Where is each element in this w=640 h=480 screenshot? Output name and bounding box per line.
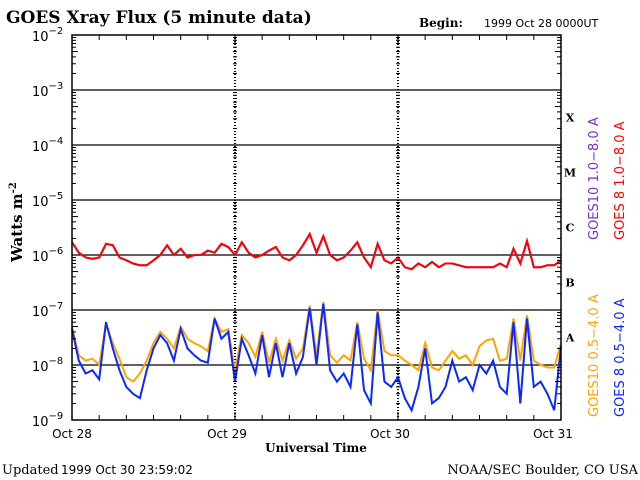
flare-class-labels: X M C B A xyxy=(564,112,576,345)
flare-class-label: A xyxy=(565,332,575,345)
updated-value: 1999 Oct 30 23:59:02 xyxy=(61,463,193,477)
series-layer xyxy=(71,231,562,413)
y-axis-label: Watts m-2 xyxy=(8,182,26,263)
y-tick-label: 10−4 xyxy=(32,136,63,155)
x-tick-label: Oct 28 xyxy=(52,427,92,441)
series-line-1 xyxy=(71,231,562,271)
begin-value: 1999 Oct 28 0000UT xyxy=(484,17,599,30)
x-axis-label: Universal Time xyxy=(265,441,367,455)
x-tick-label: Oct 31 xyxy=(533,427,573,441)
y-tick-label: 10−9 xyxy=(32,411,63,430)
chart-title: GOES Xray Flux (5 minute data) xyxy=(6,8,312,28)
credit: NOAA/SEC Boulder, CO USA xyxy=(447,463,638,478)
begin-label: Begin: xyxy=(419,16,463,30)
flare-class-label: X xyxy=(566,112,575,125)
flare-class-label: M xyxy=(564,167,576,180)
y-tick-label: 10−6 xyxy=(32,246,63,265)
y-tick-label: 10−7 xyxy=(32,301,63,320)
x-tick-label: Oct 30 xyxy=(370,427,410,441)
flare-class-label: C xyxy=(566,222,575,235)
y-tick-labels: 10−2 10−3 10−4 10−5 10−6 10−7 10−8 10−9 xyxy=(32,26,63,430)
series-line-2 xyxy=(71,301,562,383)
legend-goes8-short: GOES 8 0.5−4.0 A xyxy=(613,298,628,417)
y-tick-label: 10−3 xyxy=(32,81,63,100)
legend-goes8-long: GOES 8 1.0−8.0 A xyxy=(613,121,628,240)
x-tick-label: Oct 29 xyxy=(207,427,247,441)
x-tick-labels: Oct 28 Oct 29 Oct 30 Oct 31 xyxy=(52,427,573,441)
flare-class-label: B xyxy=(565,277,574,290)
y-tick-label: 10−5 xyxy=(32,191,63,210)
series-line-3 xyxy=(71,303,562,413)
updated-label: Updated xyxy=(2,463,59,478)
legend-goes10-short: GOES10 0.5−4.0 A xyxy=(587,294,602,417)
y-tick-label: 10−8 xyxy=(32,356,63,375)
legend-goes10-long: GOES10 1.0−8.0 A xyxy=(587,117,602,240)
y-tick-label: 10−2 xyxy=(32,26,63,45)
plot-frame xyxy=(71,34,562,421)
